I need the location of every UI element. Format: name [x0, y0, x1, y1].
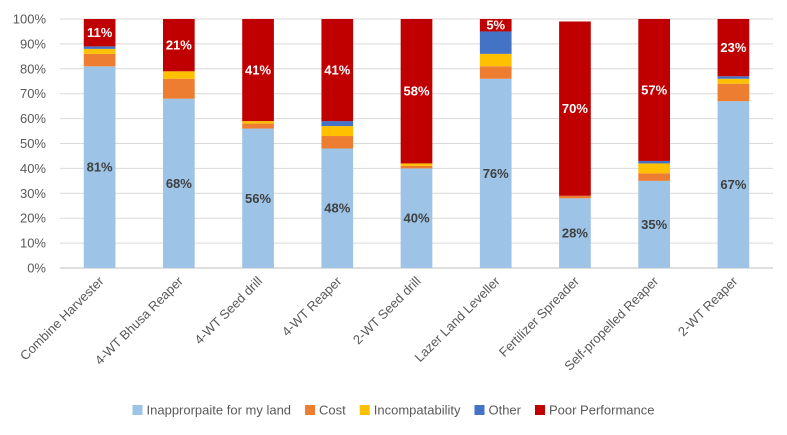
y-tick-label: 70%	[20, 86, 46, 101]
bar-segment	[479, 53, 512, 67]
data-label: 57%	[641, 82, 667, 97]
bar-segment	[83, 46, 116, 49]
legend-swatch	[359, 405, 370, 415]
bar-segment	[242, 19, 274, 122]
y-tick-label: 90%	[20, 36, 46, 51]
data-label: 35%	[641, 217, 667, 232]
bar-segment	[83, 48, 116, 54]
x-tick-label: Fertilizer Spreader	[496, 273, 583, 360]
bar-segment	[242, 121, 274, 124]
bar-segment	[400, 168, 433, 268]
bar-segment	[559, 195, 591, 199]
bar-segment	[717, 19, 750, 77]
bar-segment	[638, 173, 671, 181]
data-label: 21%	[166, 38, 192, 53]
legend-swatch	[534, 405, 545, 415]
bar-segment	[321, 121, 354, 127]
bar-segment	[321, 148, 354, 268]
legend-swatch	[474, 405, 485, 415]
data-label: 58%	[403, 84, 429, 99]
legend-swatch	[305, 405, 316, 415]
legend-label: Incompatability	[374, 403, 461, 418]
bar-segment	[638, 163, 671, 174]
y-tick-label: 20%	[20, 211, 46, 226]
y-tick-label: 60%	[20, 111, 46, 126]
bar-segment	[400, 19, 433, 164]
bar-segment	[717, 78, 750, 84]
y-axis-ticks: 0% 10% 20% 30% 40% 50% 60% 70% 80% 90% 100%	[13, 12, 47, 276]
x-tick-label: Combine Harvester	[17, 273, 107, 363]
y-tick-label: 40%	[20, 161, 46, 176]
data-label: 41%	[324, 63, 350, 78]
legend-label: Inapprorpaite for my land	[147, 403, 292, 418]
bar-segment	[321, 126, 354, 137]
bar-segment	[717, 83, 750, 102]
x-tick-label: 2-WT Reaper	[675, 273, 741, 339]
data-label: 41%	[245, 63, 271, 78]
x-tick-label: 4-WT Bhusa Reaper	[92, 273, 187, 368]
data-labels: 81% 11% 68% 21% 56% 41% 48% 41% 40% 58% 76% 5% 28% 70…	[87, 18, 747, 241]
x-tick-label: 2-WT Seed drill	[350, 273, 424, 347]
data-label: 70%	[562, 101, 588, 116]
data-label: 48%	[324, 201, 350, 216]
bar-segment	[162, 78, 195, 99]
bar-segment	[717, 76, 750, 79]
bar-segment	[479, 78, 512, 268]
bar-segment	[321, 19, 354, 122]
y-tick-label: 10%	[20, 236, 46, 251]
x-tick-label: 4-WT Seed drill	[191, 273, 265, 347]
bar-segment	[479, 31, 512, 54]
bar-segment	[479, 66, 512, 79]
bar-segment	[162, 71, 195, 79]
bar-segment	[162, 19, 195, 72]
x-tick-label: 4-WT Reaper	[279, 273, 345, 339]
legend-swatch	[132, 405, 143, 415]
legend-item: Other	[474, 403, 522, 418]
data-label: 5%	[486, 18, 505, 33]
bar-segment	[400, 165, 433, 169]
bar-segment	[162, 98, 195, 269]
bars	[83, 19, 750, 269]
bar-segment	[638, 160, 671, 164]
y-tick-label: 100%	[13, 12, 47, 27]
data-label: 23%	[720, 40, 746, 55]
bar-segment	[717, 101, 750, 268]
y-tick-label: 50%	[20, 136, 46, 151]
bar-segment	[638, 19, 671, 161]
x-tick-label: Lazer Land Leveller	[411, 273, 503, 365]
data-label: 40%	[403, 211, 429, 226]
y-tick-label: 80%	[20, 61, 46, 76]
bar-segment	[242, 128, 274, 268]
legend-label: Poor Performance	[549, 403, 655, 418]
legend-label: Other	[488, 403, 521, 418]
bar-segment	[638, 180, 671, 268]
data-label: 68%	[166, 176, 192, 191]
bar-segment	[83, 19, 116, 47]
bar-segment	[479, 19, 512, 32]
bar-segment	[559, 198, 591, 268]
bar-segment	[400, 163, 433, 166]
data-label: 76%	[483, 166, 509, 181]
data-label: 81%	[87, 160, 113, 175]
bar-segment	[242, 123, 274, 129]
bar-segment	[559, 21, 591, 196]
data-label: 56%	[245, 191, 271, 206]
legend-item: Inapprorpaite for my land	[132, 403, 292, 418]
data-label: 11%	[87, 25, 113, 40]
y-tick-label: 0%	[27, 261, 46, 276]
y-tick-label: 30%	[20, 186, 46, 201]
data-label: 67%	[720, 177, 746, 192]
legend: Inapprorpaite for my land Cost Incompatabi…	[132, 403, 655, 418]
legend-item: Poor Performance	[534, 403, 655, 418]
bar-segment	[321, 136, 354, 149]
bar-segment	[83, 53, 116, 67]
data-label: 28%	[562, 226, 588, 241]
legend-label: Cost	[319, 403, 346, 418]
bar-segment	[83, 66, 116, 268]
legend-item: Incompatability	[359, 403, 461, 418]
legend-item: Cost	[305, 403, 346, 418]
